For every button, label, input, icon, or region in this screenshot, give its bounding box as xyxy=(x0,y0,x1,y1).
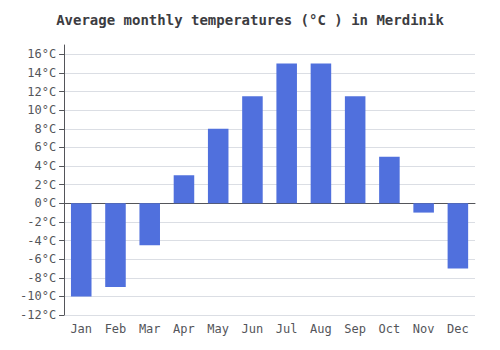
svg-text:Average monthly temperatures (: Average monthly temperatures (°C ) in Me… xyxy=(56,12,444,28)
svg-text:Mar: Mar xyxy=(139,322,161,336)
svg-text:Sep: Sep xyxy=(344,322,366,336)
svg-text:12°C: 12°C xyxy=(27,85,56,99)
svg-text:-10°C: -10°C xyxy=(20,289,56,303)
svg-text:Dec: Dec xyxy=(447,322,469,336)
svg-text:Jan: Jan xyxy=(70,322,92,336)
svg-text:4°C: 4°C xyxy=(34,159,56,173)
svg-text:Jul: Jul xyxy=(276,322,298,336)
svg-text:Feb: Feb xyxy=(105,322,127,336)
svg-text:Nov: Nov xyxy=(413,322,435,336)
svg-text:10°C: 10°C xyxy=(27,103,56,117)
svg-text:Aug: Aug xyxy=(310,322,332,336)
svg-text:8°C: 8°C xyxy=(34,122,56,136)
svg-text:16°C: 16°C xyxy=(27,47,56,61)
svg-text:-6°C: -6°C xyxy=(27,252,56,266)
svg-text:-4°C: -4°C xyxy=(27,234,56,248)
svg-text:May: May xyxy=(207,322,229,336)
svg-text:2°C: 2°C xyxy=(34,178,56,192)
svg-text:Apr: Apr xyxy=(173,322,195,336)
svg-text:-8°C: -8°C xyxy=(27,271,56,285)
svg-text:14°C: 14°C xyxy=(27,66,56,80)
svg-text:6°C: 6°C xyxy=(34,140,56,154)
svg-text:0°C: 0°C xyxy=(34,196,56,210)
svg-text:-2°C: -2°C xyxy=(27,215,56,229)
svg-text:Jun: Jun xyxy=(242,322,264,336)
svg-text:Oct: Oct xyxy=(379,322,401,336)
svg-text:-12°C: -12°C xyxy=(20,308,56,322)
